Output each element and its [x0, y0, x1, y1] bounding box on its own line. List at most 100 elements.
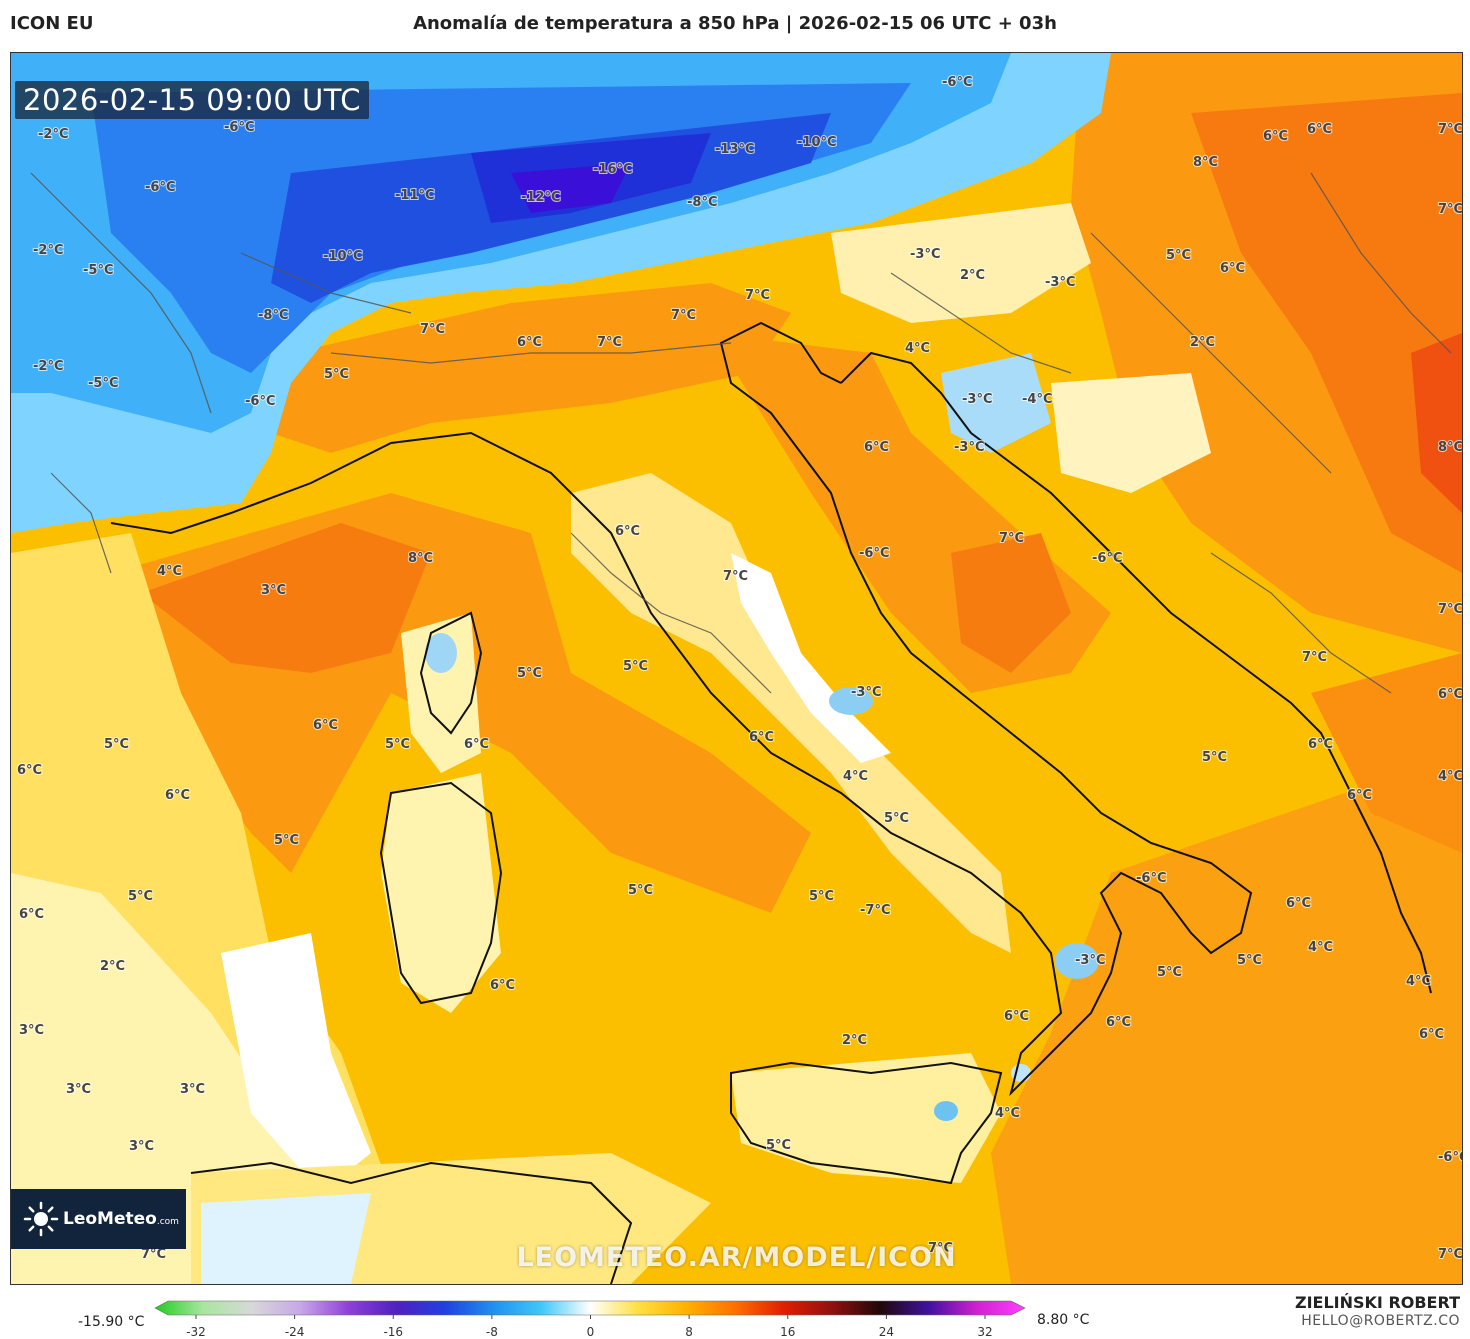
temperature-label: 5°C — [1166, 248, 1191, 263]
temperature-label: 7°C — [420, 322, 445, 337]
temperature-label: -6°C — [224, 120, 254, 135]
temperature-label: 6°C — [19, 907, 44, 922]
model-name: ICON EU — [10, 13, 94, 34]
temperature-label: 7°C — [1438, 202, 1462, 217]
temperature-label: 4°C — [905, 341, 930, 356]
colorbar-tick-label: 24 — [879, 1325, 894, 1339]
map-title: Anomalía de temperatura a 850 hPa | 2026… — [413, 13, 1057, 34]
leometeo-logo[interactable]: LeoMeteo.com — [11, 1189, 186, 1249]
temperature-label: -5°C — [88, 376, 118, 391]
author-name: ZIELIŃSKI ROBERT — [1294, 1293, 1460, 1312]
temperature-label: 2°C — [100, 959, 125, 974]
temperature-label: 5°C — [324, 367, 349, 382]
temperature-label: 7°C — [1302, 650, 1327, 665]
temperature-label: -6°C — [145, 180, 175, 195]
temperature-label: 7°C — [1438, 602, 1462, 617]
temperature-label: -2°C — [33, 243, 63, 258]
temperature-label: 5°C — [766, 1138, 791, 1153]
legend-max-value: 8.80 °C — [1037, 1312, 1090, 1328]
temperature-label: 5°C — [809, 889, 834, 904]
temperature-label: 8°C — [408, 551, 433, 566]
temperature-labels: -6°C -2°C -6°C -6°C -16°C -13°C -10°C -11°C -12°… — [16, 74, 1462, 1263]
temperature-label: 3°C — [261, 583, 286, 598]
temperature-label: -2°C — [33, 359, 63, 374]
temperature-label: 6°C — [313, 718, 338, 733]
temperature-label: -3°C — [962, 392, 992, 407]
temperature-label: 7°C — [723, 569, 748, 584]
temperature-label: -6°C — [1438, 1150, 1462, 1165]
temperature-label: 4°C — [1438, 769, 1462, 784]
temperature-label: 7°C — [745, 288, 770, 303]
temperature-label: 6°C — [1347, 788, 1372, 803]
temperature-label: 6°C — [615, 524, 640, 539]
temperature-label: 5°C — [517, 666, 542, 681]
temperature-label: -2°C — [38, 127, 68, 142]
colorbar-tick-label: -8 — [486, 1325, 498, 1339]
temperature-label: 5°C — [884, 811, 909, 826]
temperature-label: 5°C — [128, 889, 153, 904]
temperature-label: -7°C — [860, 903, 890, 918]
author-email: HELLO@ROBERTZ.CO — [1301, 1313, 1460, 1329]
temperature-label: 6°C — [749, 730, 774, 745]
temperature-label: 5°C — [1157, 965, 1182, 980]
temperature-label: -3°C — [1045, 275, 1075, 290]
temperature-label: 6°C — [1419, 1027, 1444, 1042]
colorbar-tick-label: 32 — [977, 1325, 992, 1339]
logo-text: LeoMeteo.com — [63, 1209, 179, 1229]
colorbar: -32 -24 -16 -8 0 8 16 24 32 — [154, 1300, 1026, 1339]
temperature-label: 3°C — [129, 1139, 154, 1154]
temperature-label: 6°C — [1004, 1009, 1029, 1024]
temperature-label: -6°C — [1092, 551, 1122, 566]
colorbar-tick-label: 0 — [587, 1325, 595, 1339]
temperature-label: 6°C — [1106, 1015, 1131, 1030]
temperature-label: -3°C — [851, 685, 881, 700]
temperature-label: 7°C — [671, 308, 696, 323]
temperature-label: 3°C — [180, 1082, 205, 1097]
temperature-label: -10°C — [323, 249, 363, 264]
colorbar-tick-label: -32 — [186, 1325, 206, 1339]
temperature-label: 7°C — [1438, 122, 1462, 137]
temperature-label: -8°C — [687, 195, 717, 210]
temperature-label: 5°C — [104, 737, 129, 752]
temperature-label: 7°C — [928, 1241, 953, 1256]
temperature-label: 6°C — [17, 763, 42, 778]
valid-time-badge: 2026-02-15 09:00 UTC — [15, 81, 370, 119]
temperature-label: -3°C — [910, 247, 940, 262]
temperature-label: 6°C — [1308, 737, 1333, 752]
temperature-label: 5°C — [1237, 953, 1262, 968]
temperature-label: 6°C — [1286, 896, 1311, 911]
temperature-label: 5°C — [623, 659, 648, 674]
temperature-label: 8°C — [1438, 440, 1462, 455]
temperature-label: -12°C — [521, 190, 561, 205]
temperature-label: -6°C — [859, 546, 889, 561]
temperature-label: 6°C — [464, 737, 489, 752]
temperature-label: 6°C — [517, 335, 542, 350]
temperature-label: 6°C — [165, 788, 190, 803]
temperature-label: -3°C — [954, 440, 984, 455]
sun-icon — [23, 1201, 59, 1237]
temperature-label: 4°C — [157, 564, 182, 579]
anomaly-map: -6°C -2°C -6°C -6°C -16°C -13°C -10°C -11°C -12°… — [11, 53, 1462, 1284]
temperature-label: 4°C — [1308, 940, 1333, 955]
temperature-label: 6°C — [1220, 261, 1245, 276]
temperature-label: 7°C — [1438, 1247, 1462, 1262]
temperature-label: -10°C — [797, 135, 837, 150]
temperature-label: 3°C — [19, 1023, 44, 1038]
temperature-label: -6°C — [942, 75, 972, 90]
temperature-label: 4°C — [843, 769, 868, 784]
colorbar-legend: -15.90 °C -32 -24 -16 -8 0 8 16 24 32 8.80 °C — [0, 1288, 1470, 1339]
watermark-url: LEOMETEO.AR/MODEL/ICON — [516, 1242, 957, 1273]
temperature-label: -5°C — [83, 263, 113, 278]
temperature-label: -6°C — [245, 394, 275, 409]
temperature-label: -16°C — [593, 162, 633, 177]
temperature-label: 7°C — [999, 531, 1024, 546]
temperature-label: 6°C — [864, 440, 889, 455]
temperature-label: 3°C — [66, 1082, 91, 1097]
temperature-label: 4°C — [1406, 974, 1431, 989]
temperature-label: 6°C — [490, 978, 515, 993]
temperature-label: 5°C — [385, 737, 410, 752]
temperature-label: 7°C — [141, 1247, 166, 1262]
map-area[interactable]: -6°C -2°C -6°C -6°C -16°C -13°C -10°C -11°C -12°… — [10, 52, 1463, 1285]
temperature-label: 2°C — [1190, 335, 1215, 350]
temperature-label: -4°C — [1022, 392, 1052, 407]
